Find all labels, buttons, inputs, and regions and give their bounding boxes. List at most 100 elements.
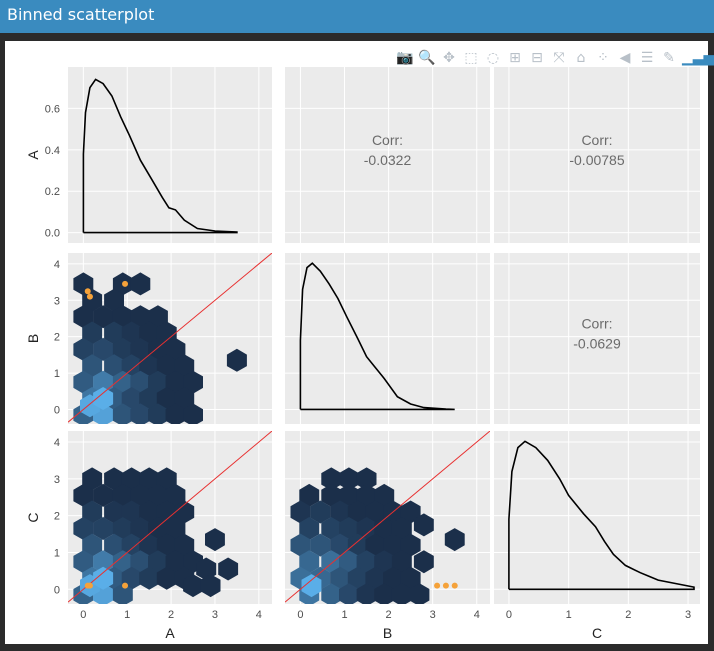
hover-compare-icon[interactable]: ☰ xyxy=(640,50,654,66)
hex-bin xyxy=(121,467,142,491)
hex-bin xyxy=(104,500,124,524)
hex-bin xyxy=(130,272,151,296)
hover-closest-icon[interactable]: ◀ xyxy=(619,50,631,66)
hex-bin xyxy=(200,574,221,598)
hex-bin xyxy=(156,321,177,345)
box-select-icon[interactable]: ⬚ xyxy=(464,50,478,66)
y-tick-label: 0.2 xyxy=(45,186,60,198)
reference-line xyxy=(285,431,490,603)
hex-bin xyxy=(330,500,351,524)
scatter-matrix-chart[interactable]: 0.0 0.2 0.4 0.6 A 0 1 2 3 4 B 0 1 2 3 4 C 0 1 2 3 4 A 0 1 2 3 4 B 0 1 2… xyxy=(5,41,708,644)
density-curve-B xyxy=(299,262,455,411)
hex-bin xyxy=(356,583,377,604)
hex-bin xyxy=(383,533,403,557)
hex-bin xyxy=(299,483,320,507)
hex-bin xyxy=(299,517,320,540)
y-tick-label: 0 xyxy=(54,404,60,416)
hex-bin xyxy=(165,483,186,507)
x-tick-label: 0 xyxy=(80,609,86,621)
hex-bin xyxy=(104,467,124,491)
hex-bin xyxy=(444,528,465,552)
hex-bin xyxy=(112,403,133,424)
hex-bin xyxy=(356,517,377,540)
hex-bin xyxy=(139,354,160,378)
hex-bin xyxy=(104,288,124,312)
outlier-point xyxy=(434,582,441,589)
hex-bin xyxy=(205,528,225,552)
hex-bin xyxy=(321,517,342,540)
hex-bin xyxy=(299,550,320,574)
hex-bin xyxy=(183,370,203,394)
zoom-icon[interactable]: 🔍 xyxy=(418,50,436,66)
spike-lines-icon[interactable]: ⁘ xyxy=(597,50,609,66)
hex-bin xyxy=(339,517,359,540)
hex-bin xyxy=(174,500,195,524)
x-axis-label: B xyxy=(383,625,392,641)
hex-bin xyxy=(112,550,133,574)
edit-icon[interactable]: ✎ xyxy=(663,50,675,66)
y-tick-label: 2 xyxy=(54,332,60,344)
hex-bin xyxy=(383,566,403,590)
x-tick-label: 1 xyxy=(341,609,347,621)
hex-bin xyxy=(148,305,168,329)
hex-bin xyxy=(130,305,151,329)
hex-bin xyxy=(165,370,186,394)
panel-bg-0-2 xyxy=(494,67,700,243)
outlier-point xyxy=(122,280,129,287)
hex-bin xyxy=(391,550,412,574)
y-tick-label: 1 xyxy=(54,368,60,380)
x-tick-label: 3 xyxy=(212,609,218,621)
hex-bin xyxy=(112,517,133,540)
hex-bin xyxy=(356,550,377,574)
hex-bin xyxy=(139,321,160,345)
hexbin-layer-C_vs_A xyxy=(68,431,272,604)
hex-bin xyxy=(73,483,94,507)
hex-bin xyxy=(156,354,177,378)
hex-bin xyxy=(413,550,434,574)
hex-bin xyxy=(121,500,142,524)
hex-bin xyxy=(139,387,160,410)
zoom-in-icon[interactable]: ⊞ xyxy=(509,50,521,66)
hex-bin xyxy=(139,566,160,590)
hex-bin xyxy=(130,483,151,507)
grid-0-2 xyxy=(494,67,700,243)
pan-icon[interactable]: ✥ xyxy=(443,50,455,66)
hex-bin xyxy=(165,550,186,574)
hex-bin xyxy=(218,557,239,581)
y-axis-label: A xyxy=(25,150,41,160)
x-axis-label: A xyxy=(165,625,175,641)
hex-bin xyxy=(400,533,421,557)
hex-bin xyxy=(339,467,359,491)
home-icon[interactable]: ⌂ xyxy=(576,50,586,66)
hex-bin xyxy=(365,533,386,557)
hex-bin xyxy=(174,533,195,557)
hex-bin xyxy=(139,467,160,491)
autoscale-icon[interactable]: ⤧ xyxy=(553,50,565,66)
hex-bin xyxy=(290,533,311,557)
window-title: Binned scatterplot xyxy=(7,5,155,24)
lasso-icon[interactable]: ◌ xyxy=(486,50,500,66)
hex-bin xyxy=(93,550,114,574)
y-tick-label: 1 xyxy=(54,547,60,559)
corr-value: -0.0322 xyxy=(364,152,412,168)
reference-line xyxy=(68,253,272,423)
y-axis-label: B xyxy=(25,334,41,343)
hex-bin xyxy=(347,566,368,590)
corr-label: Corr: xyxy=(372,132,403,148)
hex-bin xyxy=(330,566,351,590)
hex-bin xyxy=(73,337,94,361)
hex-bin xyxy=(82,288,103,312)
hex-bin xyxy=(121,321,142,345)
hex-bin xyxy=(409,583,430,604)
camera-icon[interactable]: 📷 xyxy=(396,50,414,66)
zoom-out-icon[interactable]: ⊟ xyxy=(531,50,543,66)
hex-bin xyxy=(374,583,395,604)
hex-bin xyxy=(374,483,395,507)
hex-bin xyxy=(183,574,203,598)
hex-bin xyxy=(374,517,395,540)
hex-bin xyxy=(130,337,151,361)
hex-bin xyxy=(156,387,177,410)
corr-label: Corr: xyxy=(581,132,612,148)
hex-bin xyxy=(112,370,133,394)
panel-bg-0-1 xyxy=(285,67,490,243)
